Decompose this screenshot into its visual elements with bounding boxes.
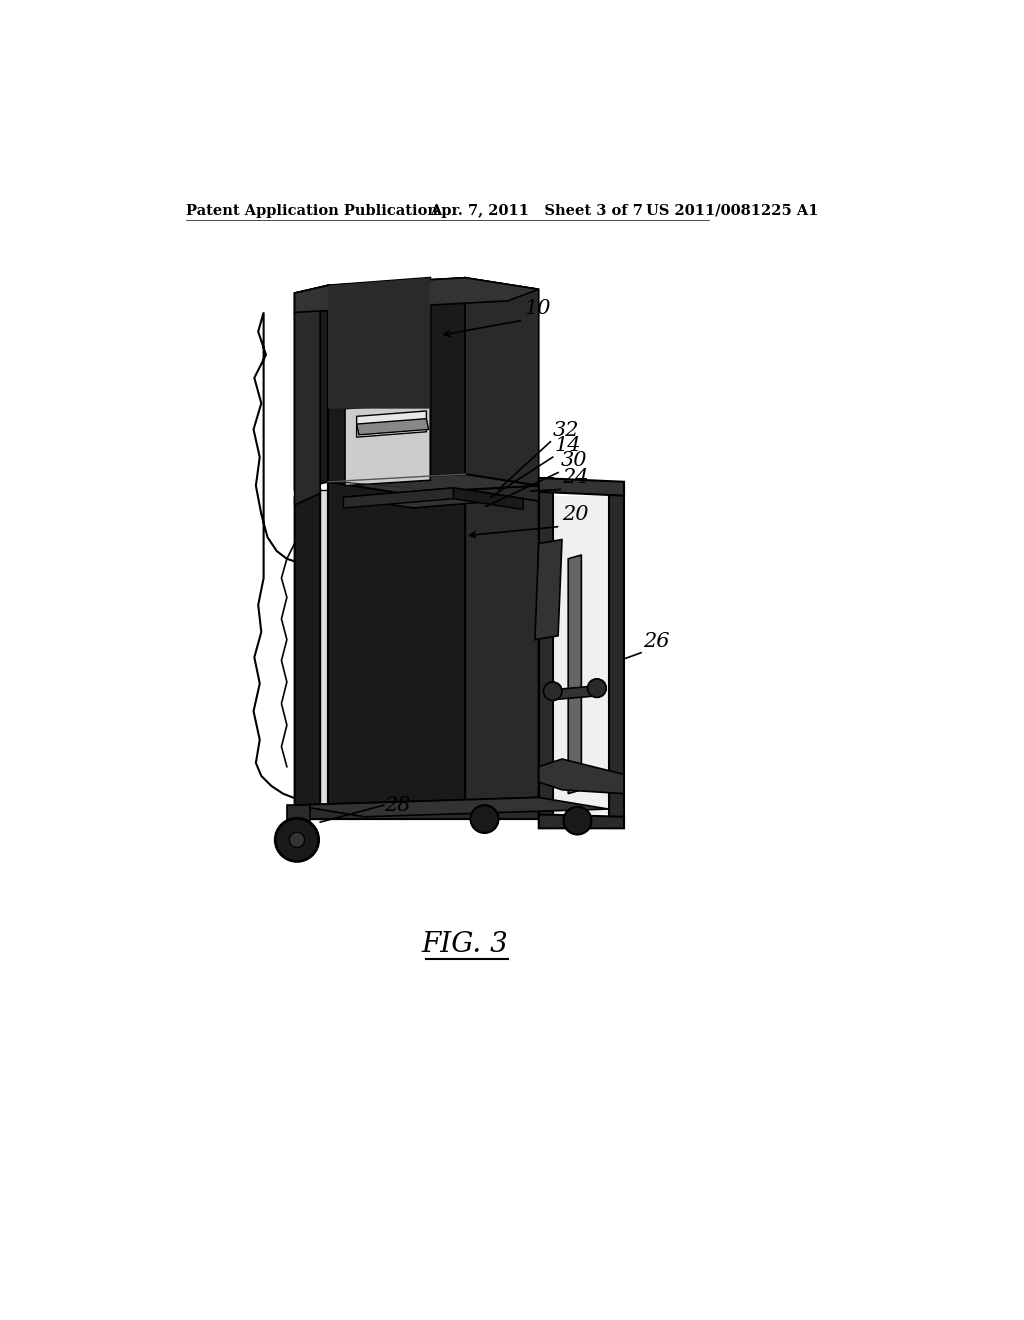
Polygon shape — [328, 277, 430, 490]
Polygon shape — [295, 285, 328, 490]
Text: US 2011/0081225 A1: US 2011/0081225 A1 — [646, 203, 818, 218]
Text: 28: 28 — [384, 796, 411, 816]
Polygon shape — [539, 478, 553, 829]
Polygon shape — [465, 474, 539, 817]
Text: 32: 32 — [553, 421, 580, 440]
Polygon shape — [356, 411, 426, 437]
Polygon shape — [539, 478, 624, 496]
Polygon shape — [295, 797, 539, 818]
Polygon shape — [568, 554, 582, 793]
Text: 24: 24 — [562, 469, 589, 487]
Polygon shape — [321, 490, 328, 818]
Polygon shape — [295, 277, 539, 313]
Polygon shape — [553, 496, 608, 814]
Polygon shape — [454, 488, 523, 510]
Text: 20: 20 — [562, 506, 589, 524]
Polygon shape — [328, 480, 430, 490]
Text: Apr. 7, 2011   Sheet 3 of 7: Apr. 7, 2011 Sheet 3 of 7 — [430, 203, 643, 218]
Polygon shape — [356, 418, 429, 434]
Circle shape — [289, 832, 305, 847]
Polygon shape — [343, 488, 523, 508]
Circle shape — [588, 678, 606, 697]
Polygon shape — [295, 304, 321, 506]
Polygon shape — [430, 277, 465, 301]
Polygon shape — [287, 805, 310, 822]
Circle shape — [544, 682, 562, 701]
Polygon shape — [535, 540, 562, 640]
Polygon shape — [430, 277, 465, 490]
Polygon shape — [295, 277, 465, 293]
Polygon shape — [465, 277, 539, 502]
Circle shape — [471, 805, 499, 833]
Polygon shape — [328, 483, 345, 818]
Text: 26: 26 — [643, 631, 669, 651]
Polygon shape — [295, 285, 352, 304]
Polygon shape — [345, 404, 430, 486]
Polygon shape — [328, 474, 465, 817]
Polygon shape — [328, 277, 430, 409]
Polygon shape — [295, 490, 321, 818]
Polygon shape — [539, 814, 624, 829]
Text: 10: 10 — [524, 298, 551, 318]
Text: 30: 30 — [560, 451, 587, 470]
Text: Patent Application Publication: Patent Application Publication — [186, 203, 438, 218]
Polygon shape — [295, 797, 608, 817]
Polygon shape — [328, 277, 539, 297]
Polygon shape — [608, 482, 624, 829]
Text: FIG. 3: FIG. 3 — [422, 931, 509, 957]
Polygon shape — [343, 488, 454, 508]
Polygon shape — [295, 285, 352, 321]
Polygon shape — [539, 759, 624, 793]
Polygon shape — [553, 686, 597, 700]
Text: 14: 14 — [554, 436, 581, 455]
Circle shape — [563, 807, 592, 834]
Circle shape — [275, 818, 318, 862]
Polygon shape — [328, 474, 539, 494]
Polygon shape — [254, 313, 390, 817]
